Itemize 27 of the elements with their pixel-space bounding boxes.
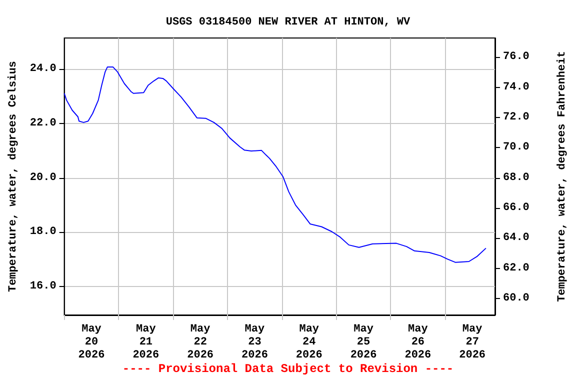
y-tick-label: 22.0 [30, 118, 56, 130]
x-tick-label: May 24 2026 [296, 324, 322, 362]
x-tick-label: May 26 2026 [404, 324, 432, 362]
y-axis-title: Temperature, water, degrees Celsius [8, 60, 20, 292]
y2-tick-label: 72.0 [503, 112, 530, 124]
y-tick-label: 20.0 [30, 172, 56, 184]
y2-tick-label: 64.0 [503, 232, 530, 244]
x-tick-label: May 22 2026 [187, 324, 214, 362]
x-tick-label: May 20 2026 [78, 324, 105, 362]
y2-tick-label: 68.0 [503, 172, 530, 184]
y2-tick-label: 62.0 [503, 262, 530, 274]
y2-tick-label: 70.0 [503, 142, 530, 154]
chart-title: USGS 03184500 NEW RIVER AT HINTON, WV [166, 16, 411, 28]
y2-tick-label: 76.0 [503, 51, 530, 64]
x-tick-label: May 25 2026 [350, 324, 377, 362]
y2-tick-label: 74.0 [503, 81, 530, 94]
x-tick-label: May 23 2026 [242, 324, 268, 362]
line-series [64, 66, 486, 263]
y2-tick-label: 66.0 [503, 202, 530, 214]
y-tick-label: 18.0 [30, 226, 56, 238]
y2-axis-title: Temperature, water, degrees Fahrenheit [556, 51, 568, 302]
x-tick-label: May 21 2026 [132, 324, 160, 362]
x-tick-label: May 27 2026 [459, 324, 486, 362]
text: ---- Provisional Data Subject to Revision ---- [122, 362, 454, 376]
y-tick-label: 24.0 [30, 63, 56, 76]
y-tick-label: 16.0 [30, 280, 56, 292]
y2-tick-label: 60.0 [503, 292, 530, 305]
